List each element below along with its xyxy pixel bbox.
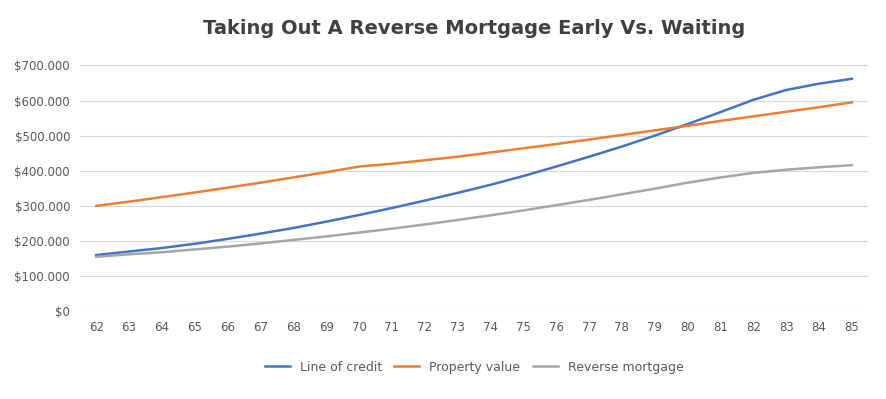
Line of credit [255,231,266,236]
Reverse mortgage [452,217,462,222]
Reverse mortgage [781,167,791,172]
Reverse mortgage [748,170,758,175]
Legend: Line of credit, Property value, Reverse mortgage: Line of credit, Property value, Reverse … [260,356,688,379]
Title: Taking Out A Reverse Mortgage Early Vs. Waiting: Taking Out A Reverse Mortgage Early Vs. … [203,19,745,38]
Property value [124,199,135,204]
Line of credit [386,205,397,210]
Line of credit [748,97,758,102]
Line of credit [354,213,364,217]
Property value [846,100,857,105]
Property value [386,161,397,166]
Line of credit [91,253,102,257]
Property value [190,190,200,195]
Line of credit [682,122,693,126]
Property value [682,123,693,128]
Property value [419,158,430,163]
Reverse mortgage [419,222,430,227]
Reverse mortgage [518,208,529,213]
Reverse mortgage [157,250,167,255]
Property value [551,142,562,146]
Reverse mortgage [91,255,102,259]
Reverse mortgage [288,237,299,242]
Reverse mortgage [386,226,397,231]
Reverse mortgage [190,247,200,252]
Line of credit [222,237,233,241]
Property value [222,185,233,190]
Line of credit [846,76,857,81]
Line: Property value: Property value [97,102,851,206]
Property value [91,203,102,208]
Line of credit [518,174,529,178]
Line of credit [715,110,726,115]
Property value [354,164,364,169]
Line of credit [486,182,496,187]
Reverse mortgage [486,213,496,218]
Property value [584,137,595,142]
Reverse mortgage [682,180,693,185]
Property value [649,128,660,133]
Reverse mortgage [321,234,331,239]
Line of credit [649,133,660,138]
Line of credit [419,198,430,203]
Reverse mortgage [617,192,627,197]
Line of credit [551,164,562,169]
Line of credit [288,225,299,230]
Property value [486,150,496,155]
Line of credit [190,241,200,246]
Line of credit [452,190,462,195]
Line of credit [321,219,331,224]
Property value [255,180,266,185]
Line of credit [157,246,167,251]
Property value [813,105,824,110]
Reverse mortgage [649,186,660,191]
Property value [452,154,462,159]
Reverse mortgage [222,244,233,249]
Property value [518,146,529,151]
Line of credit [584,154,595,159]
Property value [321,170,331,175]
Reverse mortgage [715,175,726,180]
Line of credit [781,88,791,93]
Property value [748,114,758,119]
Property value [617,132,627,137]
Reverse mortgage [551,203,562,207]
Property value [157,195,167,200]
Line: Line of credit: Line of credit [97,79,851,255]
Reverse mortgage [584,198,595,202]
Line of credit [124,249,135,254]
Reverse mortgage [846,163,857,168]
Line of credit [617,144,627,149]
Line: Reverse mortgage: Reverse mortgage [97,165,851,257]
Reverse mortgage [813,165,824,170]
Line of credit [813,81,824,86]
Property value [715,119,726,123]
Property value [288,175,299,180]
Reverse mortgage [124,252,135,257]
Reverse mortgage [354,230,364,235]
Reverse mortgage [255,241,266,246]
Property value [781,109,791,114]
